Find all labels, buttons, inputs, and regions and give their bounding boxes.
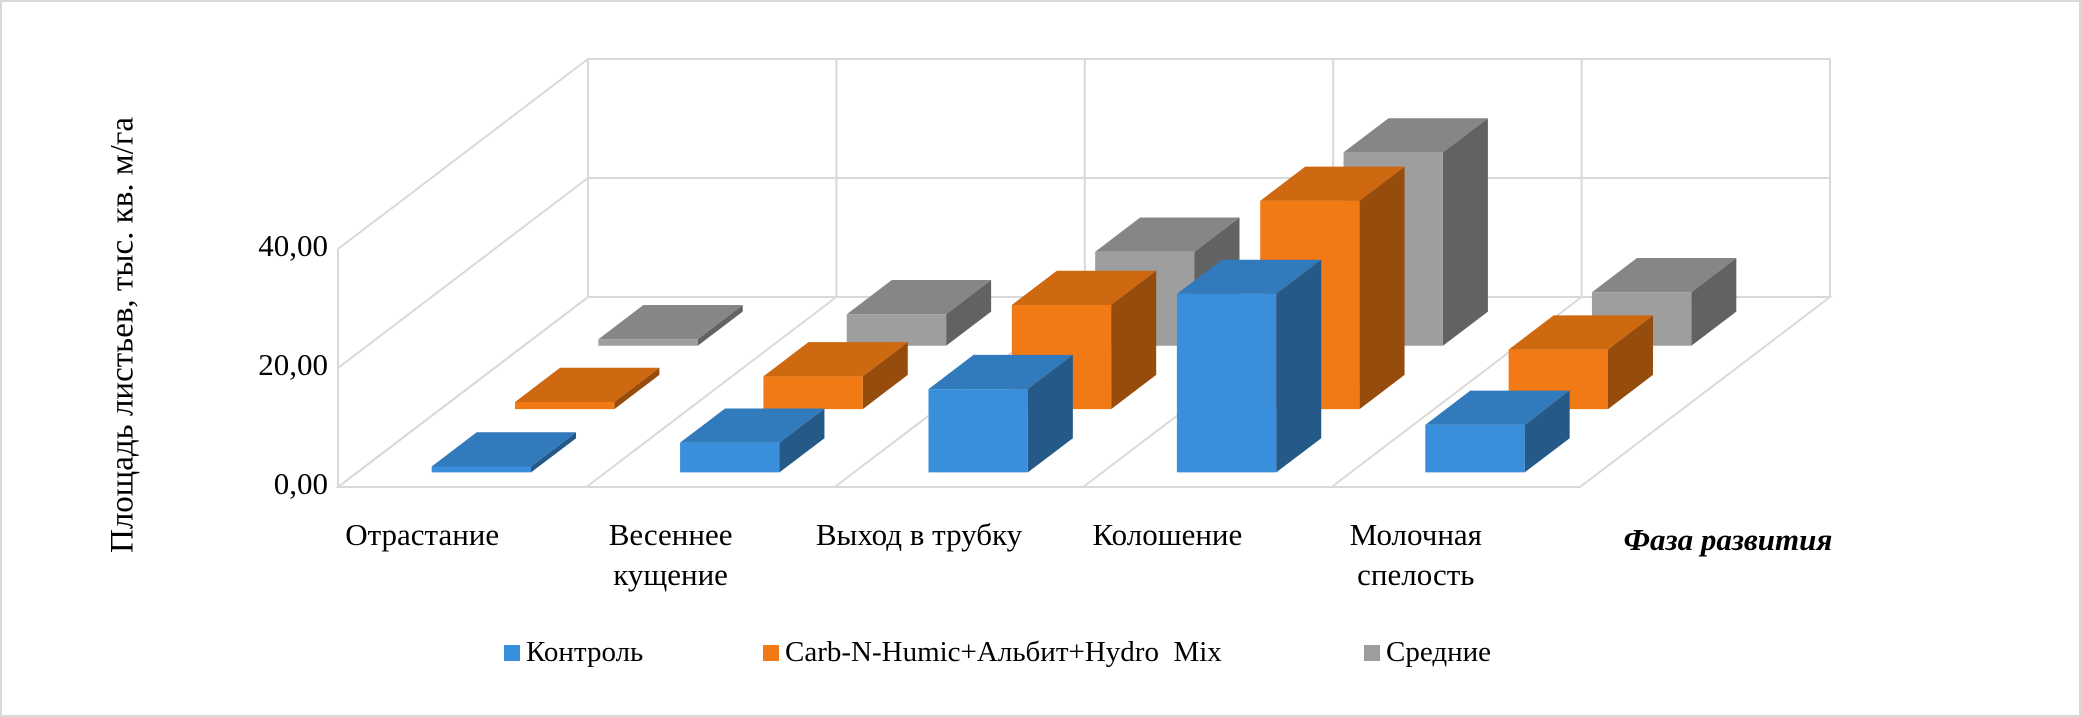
x-tick-label: Весеннее кущение	[608, 517, 733, 592]
bar-top	[431, 432, 577, 467]
bar	[763, 342, 908, 410]
bar-front	[680, 442, 780, 473]
bar-top	[846, 280, 992, 315]
bar-side	[531, 432, 577, 473]
bar-top	[1260, 166, 1405, 201]
bar-side	[1691, 258, 1737, 346]
bar-front	[928, 389, 1028, 473]
bar-top	[598, 305, 743, 340]
bar-top	[1011, 270, 1157, 305]
bar-top	[1508, 315, 1653, 350]
bar-top	[928, 354, 1073, 390]
legend-swatch	[763, 644, 779, 661]
bar	[431, 432, 577, 473]
bar-side	[1111, 270, 1157, 410]
bar-side	[1524, 390, 1570, 473]
bar	[1425, 390, 1570, 473]
bar-side	[946, 280, 992, 346]
bar-top	[1343, 118, 1488, 153]
bar-side	[697, 305, 743, 346]
bar-front	[763, 376, 863, 410]
x-tick-label: Молочная спелость	[1349, 517, 1482, 592]
bar-side	[1276, 259, 1322, 473]
bar-top	[680, 408, 825, 443]
legend-item: Контроль	[504, 636, 643, 669]
bar	[598, 305, 743, 346]
bar-top	[1425, 390, 1570, 425]
y-tick-label: 0,00	[274, 466, 328, 501]
bar	[1176, 259, 1322, 473]
bar-top	[1095, 217, 1240, 252]
legend-label: Средние	[1386, 636, 1491, 668]
bar-side	[1027, 354, 1073, 473]
x-tick-label: Колошение	[1092, 517, 1243, 552]
x-axis-title: Фаза развития	[1624, 522, 1833, 557]
bar-front	[846, 314, 947, 346]
y-tick-label: 20,00	[258, 347, 328, 382]
legend-swatch	[504, 644, 520, 661]
bar-side	[1607, 315, 1653, 410]
bar	[515, 367, 660, 410]
bar-side	[779, 408, 825, 473]
x-tick-label: Выход в трубку	[815, 517, 1023, 552]
bar-side	[862, 342, 908, 410]
bar-side	[1442, 118, 1488, 346]
bar	[928, 354, 1073, 473]
y-tick-label: 40,00	[258, 228, 328, 263]
bar-top	[1591, 258, 1737, 293]
bar-top	[1176, 259, 1322, 294]
bar-side	[614, 367, 660, 410]
bar-top	[763, 342, 908, 377]
bar-top	[515, 367, 660, 402]
bar	[680, 408, 825, 473]
grid-line	[337, 58, 1830, 250]
legend-swatch	[1364, 644, 1380, 661]
bar-front	[1176, 293, 1277, 473]
legend-item: Средние	[1364, 636, 1491, 669]
legend-label: Контроль	[526, 636, 644, 668]
legend-label: Carb-N-Humic+Альбит+Hydro Mix	[785, 636, 1222, 668]
bar-front	[598, 339, 698, 346]
y-axis-title: Площадь листьев, тыс. кв. м/га	[105, 117, 141, 553]
floor-divider	[585, 296, 838, 488]
bar-front	[431, 466, 532, 473]
bar-front	[515, 401, 615, 410]
bar	[846, 280, 992, 346]
x-tick-label: Отрастание	[345, 517, 500, 552]
bar-side	[1359, 166, 1405, 410]
bar-front	[1425, 424, 1525, 473]
legend-item: Carb-N-Humic+Альбит+Hydro Mix	[763, 636, 1222, 669]
